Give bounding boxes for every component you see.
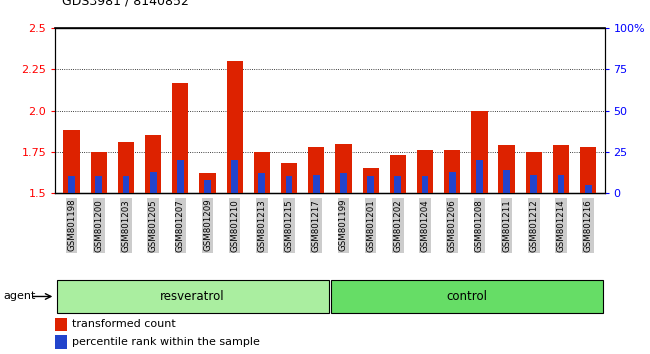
Bar bbox=[90, 152, 107, 193]
Bar bbox=[526, 152, 542, 193]
Bar bbox=[123, 176, 129, 193]
Text: GSM801215: GSM801215 bbox=[285, 199, 294, 252]
Bar bbox=[281, 163, 297, 193]
Bar bbox=[254, 152, 270, 193]
Bar bbox=[200, 173, 216, 193]
Bar bbox=[259, 173, 265, 193]
Text: GSM801205: GSM801205 bbox=[149, 199, 158, 252]
Bar bbox=[145, 135, 161, 193]
Bar bbox=[335, 144, 352, 193]
Text: GSM801203: GSM801203 bbox=[122, 199, 131, 252]
Text: GSM801206: GSM801206 bbox=[448, 199, 457, 252]
Bar bbox=[204, 180, 211, 193]
Bar bbox=[308, 147, 324, 193]
Bar bbox=[68, 176, 75, 193]
Bar bbox=[96, 176, 102, 193]
Text: GSM801216: GSM801216 bbox=[584, 199, 593, 252]
Bar bbox=[449, 172, 456, 193]
Bar bbox=[55, 335, 67, 349]
Text: GSM801211: GSM801211 bbox=[502, 199, 511, 252]
Bar bbox=[503, 170, 510, 193]
Bar bbox=[580, 147, 596, 193]
Text: GSM801199: GSM801199 bbox=[339, 199, 348, 251]
Bar bbox=[363, 168, 379, 193]
Bar bbox=[585, 185, 592, 193]
Text: GSM801209: GSM801209 bbox=[203, 199, 212, 251]
Bar bbox=[422, 176, 428, 193]
Text: GSM801214: GSM801214 bbox=[556, 199, 566, 252]
Bar bbox=[118, 142, 134, 193]
Text: percentile rank within the sample: percentile rank within the sample bbox=[72, 337, 259, 347]
Text: GSM801207: GSM801207 bbox=[176, 199, 185, 252]
Bar bbox=[530, 175, 537, 193]
Bar bbox=[64, 130, 80, 193]
Bar bbox=[499, 145, 515, 193]
Bar bbox=[313, 175, 320, 193]
Text: transformed count: transformed count bbox=[72, 319, 176, 329]
Text: GDS3981 / 8140852: GDS3981 / 8140852 bbox=[62, 0, 188, 7]
Text: GSM801198: GSM801198 bbox=[67, 199, 76, 251]
Bar bbox=[57, 280, 328, 313]
Text: agent: agent bbox=[3, 291, 36, 302]
Bar bbox=[177, 160, 184, 193]
Text: GSM801200: GSM801200 bbox=[94, 199, 103, 252]
Text: GSM801210: GSM801210 bbox=[230, 199, 239, 252]
Bar bbox=[227, 61, 243, 193]
Bar bbox=[417, 150, 433, 193]
Text: GSM801213: GSM801213 bbox=[257, 199, 266, 252]
Bar bbox=[231, 160, 238, 193]
Text: GSM801212: GSM801212 bbox=[529, 199, 538, 252]
Bar bbox=[332, 280, 603, 313]
Text: GSM801204: GSM801204 bbox=[421, 199, 430, 252]
Bar bbox=[395, 176, 401, 193]
Bar bbox=[340, 173, 347, 193]
Text: GSM801217: GSM801217 bbox=[312, 199, 321, 252]
Text: control: control bbox=[447, 290, 488, 303]
Text: GSM801201: GSM801201 bbox=[366, 199, 375, 252]
Text: GSM801208: GSM801208 bbox=[475, 199, 484, 252]
Bar bbox=[286, 176, 292, 193]
Bar bbox=[367, 176, 374, 193]
Bar bbox=[558, 175, 564, 193]
Text: GSM801202: GSM801202 bbox=[393, 199, 402, 252]
Bar bbox=[172, 82, 188, 193]
Bar bbox=[444, 150, 460, 193]
Bar bbox=[390, 155, 406, 193]
Bar bbox=[553, 145, 569, 193]
Bar bbox=[471, 111, 488, 193]
Text: resveratrol: resveratrol bbox=[161, 290, 225, 303]
Bar bbox=[150, 172, 157, 193]
Bar bbox=[55, 318, 67, 331]
Bar bbox=[476, 160, 483, 193]
